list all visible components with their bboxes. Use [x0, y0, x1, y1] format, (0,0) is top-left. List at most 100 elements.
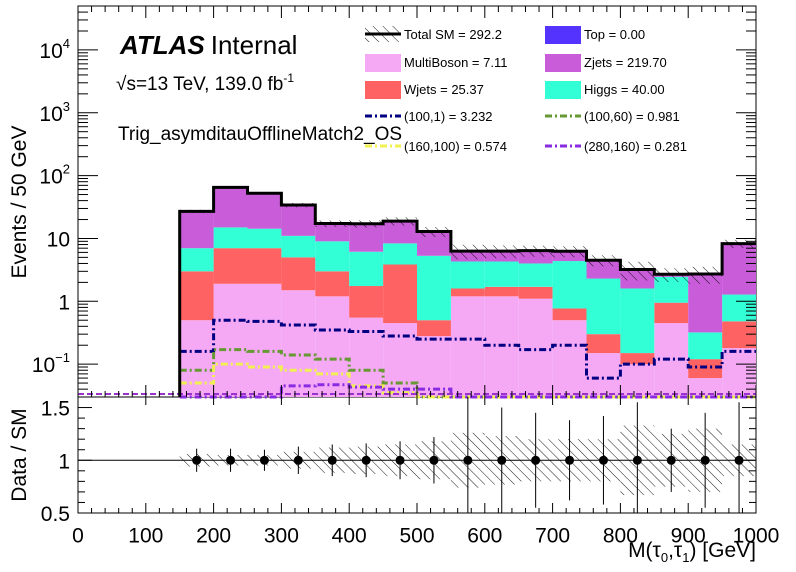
legend-multiboson-text: MultiBoson = 7.11 [404, 55, 507, 70]
axes-ticks: 0 100 200 300 400 500 600 700 800 900 1000 10−1 1 10 1… [32, 5, 779, 547]
bottom-y-axis-label: Data / SM [8, 408, 31, 501]
legend-multiboson-swatch [365, 54, 401, 72]
x-tick-label: 800 [603, 524, 638, 547]
bar-wjets [586, 334, 621, 354]
x-tick-label: 900 [671, 524, 706, 547]
bar-wjets [417, 320, 451, 337]
bar-multiboson [620, 364, 655, 397]
legend-zjets-swatch [545, 54, 581, 72]
bar-wjets [450, 288, 485, 297]
bar-multiboson [315, 296, 350, 397]
bar-higgs [688, 332, 723, 360]
ratio-point [497, 455, 507, 465]
ratio-point [327, 455, 337, 465]
bar-higgs [620, 288, 655, 354]
bar-zjets [722, 243, 756, 295]
x-tick-label: 0 [72, 524, 84, 547]
bar-multiboson [586, 353, 621, 397]
y-tick-label: 104 [39, 36, 70, 63]
ratio-y-tick-label: 1.5 [41, 398, 70, 421]
signal-1001 [179, 318, 756, 380]
bar-multiboson [281, 290, 316, 397]
ratio-point [632, 455, 642, 465]
bar-zjets [213, 187, 248, 228]
y-tick-label: 10−1 [32, 350, 70, 377]
stacked-backgrounds [179, 186, 756, 397]
bar-wjets [518, 286, 553, 299]
bar-wjets [654, 302, 689, 324]
bar-wjets [247, 248, 282, 284]
x-tick-label: 400 [332, 524, 367, 547]
ratio-point [598, 455, 608, 465]
x-tick-label: 600 [467, 524, 502, 547]
legend: Total SM = 292.2 Top = 0.00 MultiBoson = 7… [365, 26, 687, 154]
bar-wjets [484, 286, 519, 297]
bar-multiboson [417, 336, 451, 397]
bar-higgs [417, 255, 451, 321]
ratio-point [226, 455, 236, 465]
bar-zjets [349, 223, 384, 252]
legend-wjets-text: Wjets = 25.37 [404, 82, 484, 97]
energy-lumi-label: √s=13 TeV, 139.0 fb-1 [116, 71, 294, 95]
bar-wjets [179, 271, 214, 321]
ratio-point [361, 455, 371, 465]
bar-higgs [383, 243, 417, 265]
bar-higgs [315, 241, 350, 272]
ratio-point [463, 455, 473, 465]
bar-higgs [247, 228, 282, 249]
total-sm-line [178, 185, 756, 397]
bar-higgs [484, 261, 519, 287]
ratio-point [666, 455, 676, 465]
y-tick-label: 103 [39, 99, 70, 126]
bar-higgs [179, 248, 214, 272]
bar-multiboson [247, 283, 282, 397]
atlas-label: ATLAS Internal [119, 30, 297, 60]
bar-higgs [518, 263, 553, 287]
legend-total-text: Total SM = 292.2 [404, 27, 502, 42]
ratio-point [565, 455, 575, 465]
bar-multiboson [518, 298, 553, 397]
bar-zjets [281, 205, 316, 236]
bar-wjets [383, 264, 417, 324]
legend-signal-text: (100,60) = 0.981 [584, 109, 680, 124]
signal-10060 [179, 348, 756, 399]
bar-multiboson [450, 296, 485, 397]
bar-multiboson [688, 378, 723, 397]
legend-signal-text: (100,1) = 3.232 [404, 109, 493, 124]
bar-multiboson [213, 283, 248, 397]
bar-higgs [552, 261, 587, 309]
total-sm-uncertainty-band [620, 261, 655, 281]
bar-zjets [179, 211, 214, 249]
bar-wjets [620, 353, 655, 365]
bar-wjets [349, 286, 384, 318]
ratio-point [293, 455, 303, 465]
signal-160100 [179, 362, 756, 399]
bar-wjets [552, 308, 587, 321]
bar-higgs [349, 251, 384, 287]
legend-zjets-text: Zjets = 219.70 [584, 55, 667, 70]
ratio-point [192, 455, 202, 465]
bar-zjets [383, 221, 417, 244]
x-tick-label: 300 [264, 524, 299, 547]
ratio-point [700, 455, 710, 465]
ratio-y-tick-label: 1 [58, 450, 70, 473]
ratio-y-tick-label: 0.5 [41, 503, 70, 526]
ratio-panel-content [78, 397, 756, 513]
legend-signal-text: (160,100) = 0.574 [404, 139, 507, 154]
legend-top-swatch [545, 26, 581, 44]
legend-higgs-swatch [545, 81, 581, 99]
y-tick-label: 10 [47, 228, 70, 251]
bar-zjets [315, 223, 350, 242]
bar-wjets [213, 248, 248, 284]
y-tick-label: 1 [58, 291, 70, 314]
bar-wjets [688, 359, 723, 379]
x-tick-label: 700 [535, 524, 570, 547]
ratio-point [531, 455, 541, 465]
bar-multiboson [179, 320, 214, 397]
bar-multiboson [552, 320, 587, 397]
bar-higgs [450, 261, 485, 289]
bar-zjets [247, 193, 282, 229]
total-sm-outline [178, 185, 756, 397]
bar-wjets [722, 321, 756, 349]
